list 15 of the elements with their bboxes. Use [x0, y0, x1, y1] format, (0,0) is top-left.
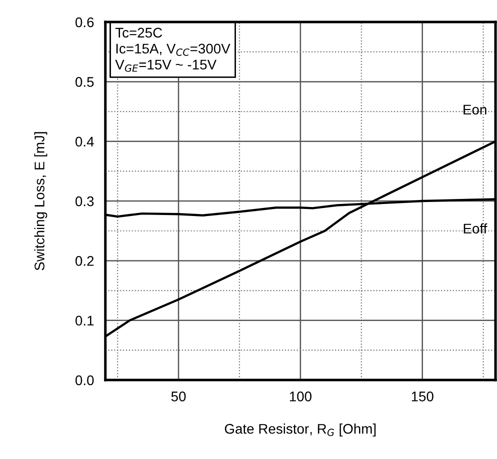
y-axis-title: Switching Loss, E [mJ]	[34, 132, 48, 270]
text: Eon	[464, 104, 486, 115]
series-label: Eoff	[464, 223, 488, 234]
y-tick-label: 0.2	[75, 256, 94, 266]
y-tick-label: 0.3	[75, 196, 94, 206]
x-tick-label: 50	[171, 392, 186, 402]
y-tick-label: 0.6	[75, 17, 94, 28]
text: Tc=25C Ic=15A, V$_{CC}$=300V V$_{GE}$=15V ~ -15V	[115, 28, 230, 72]
text: 0.0	[75, 375, 94, 386]
x-tick-label: 100	[290, 392, 312, 402]
x-axis-title: Gate Resistor, R$_{G}$ [Ohm]	[224, 424, 376, 436]
y-tick-label: 0.1	[75, 316, 94, 326]
y-tick-label: 0.5	[75, 77, 94, 87]
y-tick-label: 0.4	[75, 136, 94, 147]
x-tick-label: 150	[412, 392, 434, 402]
